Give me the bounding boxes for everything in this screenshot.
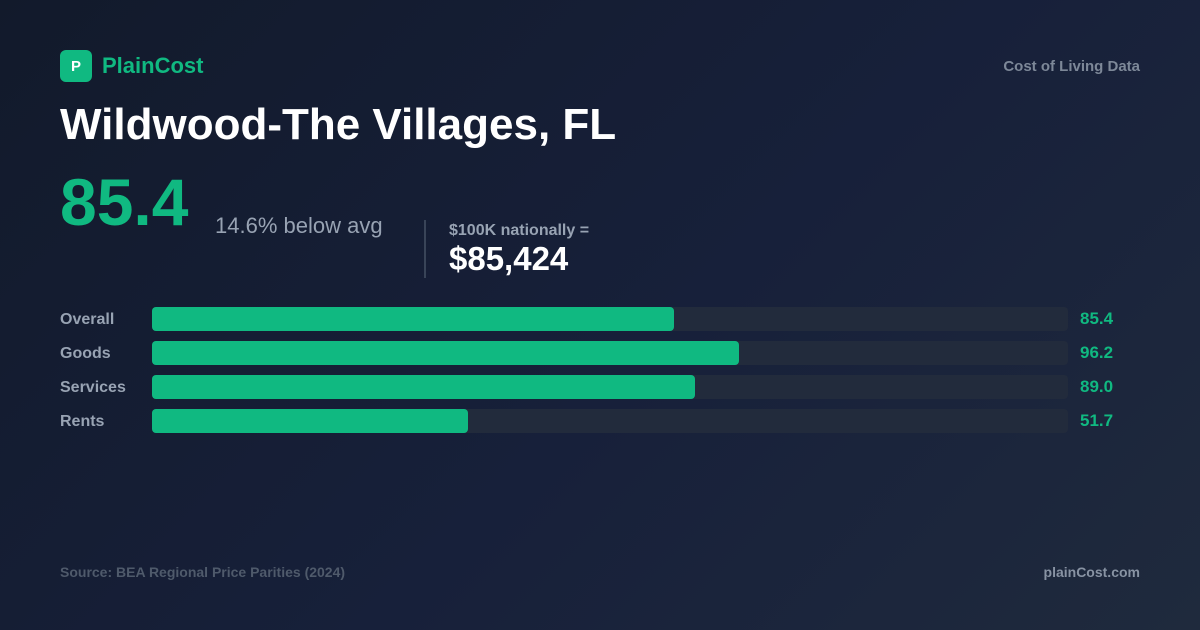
brand[interactable]: P PlainCost bbox=[60, 50, 203, 82]
bar-row: Rents 51.7 bbox=[60, 408, 1140, 433]
footer-source: Source: BEA Regional Price Parities (202… bbox=[60, 564, 346, 580]
national-value: $85,424 bbox=[449, 240, 569, 277]
bar-fill bbox=[152, 375, 696, 399]
bar-value-label: 85.4 bbox=[1080, 309, 1114, 328]
page-title: Wildwood-The Villages, FL bbox=[60, 100, 617, 149]
bar-value-label: 96.2 bbox=[1080, 343, 1114, 362]
bar-track bbox=[152, 307, 1068, 331]
bar-fill bbox=[152, 409, 468, 433]
bar-label: Overall bbox=[60, 311, 115, 328]
bar-track bbox=[152, 375, 1068, 399]
delta-text: 14.6% below avg bbox=[215, 213, 383, 238]
bar-track bbox=[152, 341, 1068, 365]
bar-row: Services 89.0 bbox=[60, 374, 1140, 399]
bar-chart: Overall 85.4 Goods 96.2 Services 89.0 Rents 51.… bbox=[60, 306, 1140, 442]
tagline: Cost of Living Data bbox=[1003, 58, 1140, 75]
divider bbox=[424, 220, 426, 278]
footer-site[interactable]: plainCost.com bbox=[1043, 564, 1140, 580]
bar-row: Goods 96.2 bbox=[60, 340, 1140, 365]
overall-index: 85.4 bbox=[60, 165, 189, 239]
national-label: $100K nationally = bbox=[449, 222, 590, 239]
bar-row: Overall 85.4 bbox=[60, 306, 1140, 331]
header: P PlainCost Cost of Living Data bbox=[60, 50, 1140, 82]
bar-label: Rents bbox=[60, 413, 105, 430]
bar-label: Goods bbox=[60, 345, 111, 362]
logo-icon: P bbox=[60, 50, 92, 82]
bar-fill bbox=[152, 307, 674, 331]
bar-value-label: 89.0 bbox=[1080, 377, 1114, 396]
brand-name: PlainCost bbox=[102, 53, 204, 78]
bar-value-label: 51.7 bbox=[1080, 411, 1114, 430]
bar-fill bbox=[152, 341, 740, 365]
bar-track bbox=[152, 409, 1068, 433]
bar-label: Services bbox=[60, 379, 126, 396]
